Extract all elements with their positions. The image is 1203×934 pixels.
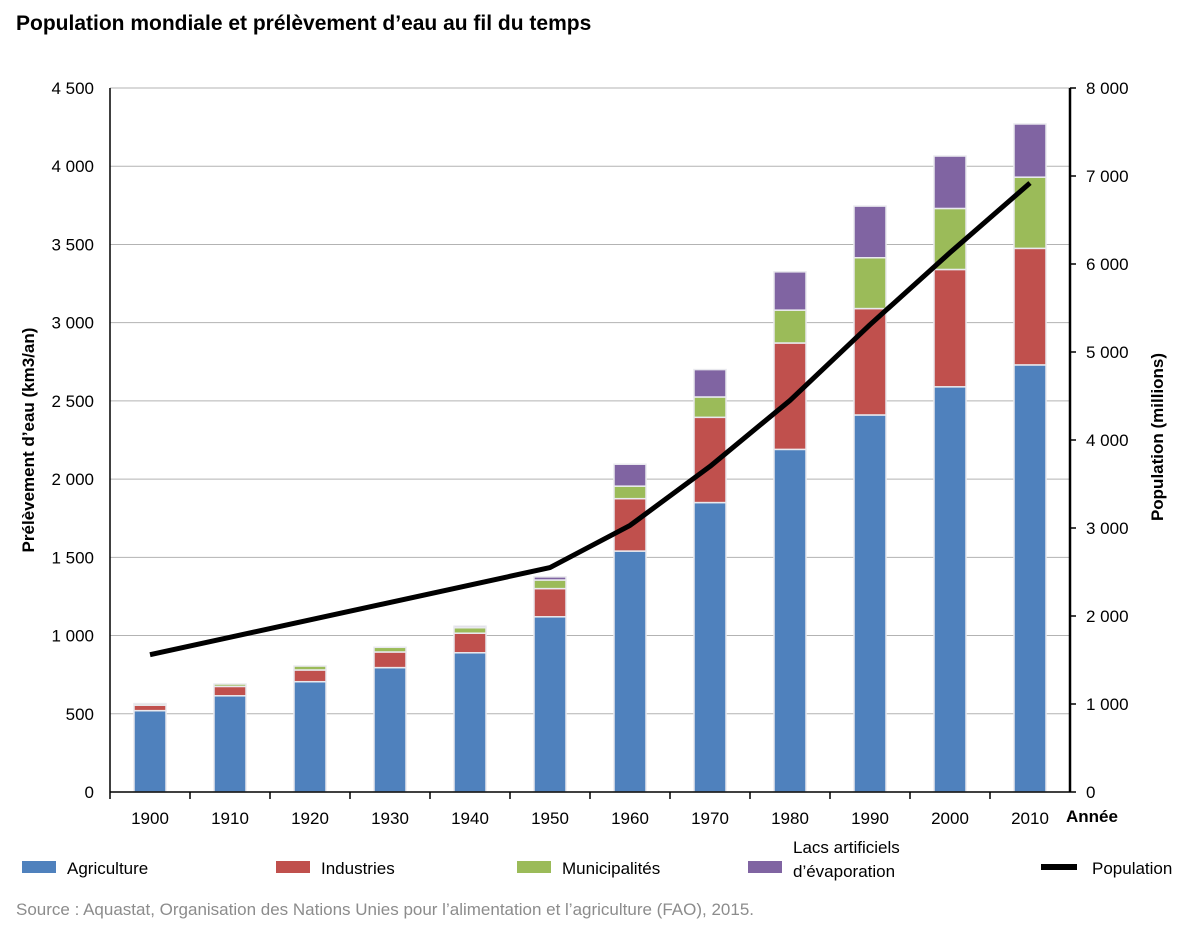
bar-agriculture-1920 <box>293 680 327 793</box>
bar-municipalit-s-1950 <box>533 579 567 590</box>
y2-tick-label: 4 000 <box>1086 431 1129 450</box>
bar-agriculture-2010 <box>1013 364 1047 793</box>
y2-tick-label: 5 000 <box>1086 343 1129 362</box>
source-note: Source : Aquastat, Organisation des Nati… <box>16 900 754 919</box>
bar-lacs-artificiels-d-vaporation-1960 <box>613 463 647 487</box>
bar-municipalit-s-2010 <box>1013 176 1047 250</box>
y2-tick-label: 0 <box>1086 783 1095 802</box>
bar-agriculture-1940 <box>453 652 487 793</box>
bar-municipalit-s-1990 <box>853 256 887 310</box>
y-tick-label: 500 <box>66 705 94 724</box>
x-tick-label: 1960 <box>611 809 649 828</box>
x-tick-label: 2010 <box>1011 809 1049 828</box>
legend-label: Municipalités <box>562 859 660 878</box>
bar-municipalit-s-1900 <box>133 702 167 706</box>
legend: Agriculture Industries Municipalités Lacs a… <box>22 838 1172 881</box>
bar-industries-2000 <box>933 268 967 388</box>
y-tick-label: 1 500 <box>51 548 94 567</box>
y2-tick-label: 7 000 <box>1086 167 1129 186</box>
legend-swatch <box>517 861 551 873</box>
tick-labels: 0 500 1 000 1 500 2 000 2 500 3 000 3 500 4 000 4… <box>51 79 1128 828</box>
bar-lacs-artificiels-d-vaporation-1950 <box>533 576 567 581</box>
bar-industries-1910 <box>213 685 247 697</box>
population-series-line <box>149 181 1032 658</box>
x-tick-label: 1900 <box>131 809 169 828</box>
bar-lacs-artificiels-d-vaporation-2000 <box>933 155 967 210</box>
y2-tick-label: 6 000 <box>1086 255 1129 274</box>
bar-agriculture-1980 <box>773 448 807 793</box>
bar-agriculture-1900 <box>133 709 167 793</box>
x-tick-label: 2000 <box>931 809 969 828</box>
x-tick-label: 1910 <box>211 809 249 828</box>
bar-lacs-artificiels-d-vaporation-1970 <box>693 368 727 398</box>
bar-municipalit-s-1910 <box>213 683 247 688</box>
y-tick-label: 1 000 <box>51 627 94 646</box>
y-tick-label: 2 500 <box>51 392 94 411</box>
x-axis-title: Année <box>1066 807 1118 826</box>
gridlines <box>110 87 1070 715</box>
y-axis-title: Prélèvement d’eau (km3/an) <box>19 328 38 553</box>
x-tick-label: 1990 <box>851 809 889 828</box>
y-tick-label: 0 <box>85 783 94 802</box>
x-tick-label: 1970 <box>691 809 729 828</box>
legend-swatch <box>22 861 56 873</box>
y2-axis-title: Population (millions) <box>1148 353 1167 521</box>
legend-label: Industries <box>321 859 395 878</box>
bar-municipalit-s-1970 <box>693 396 727 419</box>
y2-tick-label: 1 000 <box>1086 695 1129 714</box>
x-tick-label: 1920 <box>291 809 329 828</box>
bar-industries-1980 <box>773 342 807 451</box>
bar-lacs-artificiels-d-vaporation-1990 <box>853 205 887 259</box>
bar-lacs-artificiels-d-vaporation-2010 <box>1013 123 1047 178</box>
bar-agriculture-1960 <box>613 550 647 793</box>
axes <box>109 87 1076 799</box>
y-tick-label: 4 500 <box>51 79 94 98</box>
y2-tick-label: 2 000 <box>1086 607 1129 626</box>
bar-municipalit-s-1930 <box>373 646 407 653</box>
bar-industries-1950 <box>533 587 567 618</box>
bar-municipalit-s-1920 <box>293 665 327 671</box>
bar-industries-1940 <box>453 632 487 654</box>
bar-series <box>133 123 1047 793</box>
bar-industries-1900 <box>133 704 167 712</box>
chart-title: Population mondiale et prélèvement d’eau… <box>16 12 592 35</box>
y2-tick-label: 8 000 <box>1086 79 1129 98</box>
bar-industries-2010 <box>1013 247 1047 366</box>
legend-swatch <box>276 861 310 873</box>
bar-industries-1920 <box>293 669 327 683</box>
y-tick-label: 3 000 <box>51 314 94 333</box>
y-tick-label: 3 500 <box>51 235 94 254</box>
legend-label: Population <box>1092 859 1172 878</box>
bar-agriculture-1950 <box>533 616 567 793</box>
x-tick-label: 1950 <box>531 809 569 828</box>
bar-agriculture-1990 <box>853 414 887 793</box>
x-tick-label: 1930 <box>371 809 409 828</box>
bar-agriculture-1910 <box>213 695 247 793</box>
bar-municipalit-s-1960 <box>613 485 647 500</box>
y-tick-label: 4 000 <box>51 157 94 176</box>
x-tick-label: 1980 <box>771 809 809 828</box>
legend-label: Lacs artificiels d’évaporation <box>793 838 900 881</box>
y-tick-label: 2 000 <box>51 470 94 489</box>
bar-lacs-artificiels-d-vaporation-1940 <box>453 625 487 629</box>
bar-agriculture-1970 <box>693 501 727 793</box>
bar-lacs-artificiels-d-vaporation-1980 <box>773 271 807 311</box>
population-line <box>149 181 1032 658</box>
legend-swatch <box>748 861 782 873</box>
legend-label: Agriculture <box>67 859 148 878</box>
y2-tick-label: 3 000 <box>1086 519 1129 538</box>
bar-agriculture-1930 <box>373 666 407 793</box>
bar-industries-1930 <box>373 651 407 669</box>
bar-agriculture-2000 <box>933 386 967 793</box>
x-tick-label: 1940 <box>451 809 489 828</box>
bar-municipalit-s-1980 <box>773 309 807 344</box>
bar-municipalit-s-1940 <box>453 626 487 634</box>
